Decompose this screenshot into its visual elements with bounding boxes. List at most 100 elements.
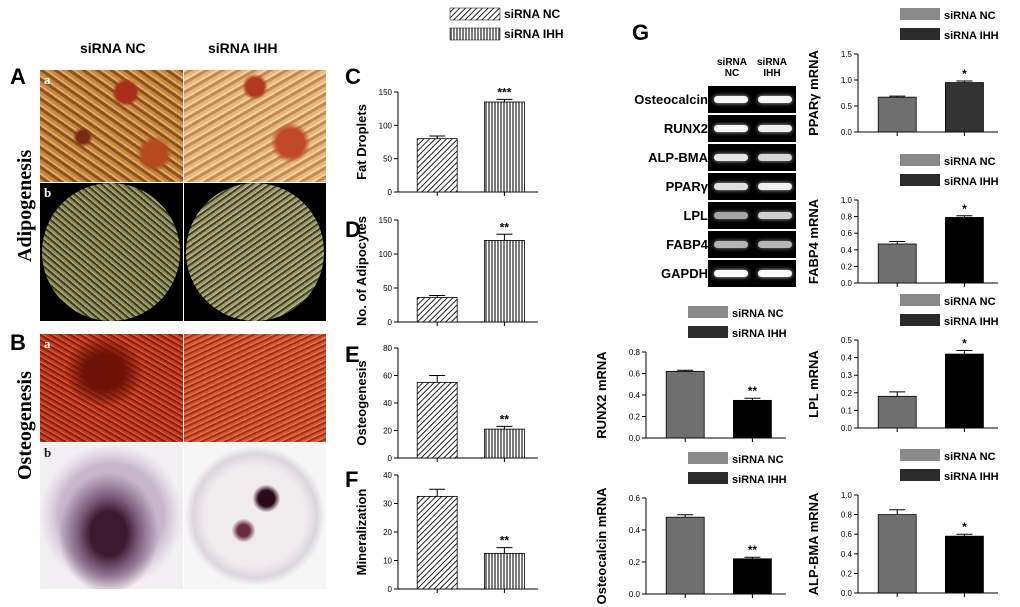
gel-band — [758, 212, 792, 219]
gel-band — [758, 96, 792, 103]
bar-ihh — [732, 399, 772, 439]
gel-lane-ihh: siRNA IHH — [756, 57, 787, 79]
gel-band — [714, 241, 748, 248]
adipo-dish-ihh-photo — [184, 183, 326, 321]
y-tick-label: 0.8 — [629, 348, 641, 357]
y-tick-label: 0.4 — [629, 526, 641, 535]
legend-label: siRNA NC — [732, 308, 784, 320]
legend-swatch — [900, 469, 940, 481]
chart-fabp4-mrna: 0.0 0.2 0.4 0.6 0.8 1.0 FABP4 mRNA * siRNA NC siR… — [806, 154, 999, 288]
sub-label-a: a — [44, 72, 51, 87]
gel-band — [758, 183, 792, 190]
panel-letter-a: A — [10, 64, 26, 89]
y-tick-label: 50 — [383, 155, 392, 164]
gel-gene-label: ALP-BMA — [648, 150, 708, 165]
gel-band — [714, 154, 748, 161]
y-tick-label: 1.0 — [841, 491, 853, 500]
gel-band — [714, 270, 748, 277]
y-tick-label: 0.6 — [841, 229, 853, 238]
y-tick-label: 0 — [388, 318, 393, 327]
chart-lpl-mrna: 0.0 0.1 0.2 0.3 0.4 0.5 LPL mRNA * siRNA NC siRNA… — [806, 294, 999, 433]
y-axis-label: PPARγ mRNA — [806, 50, 821, 136]
gel-lane-box — [708, 144, 796, 171]
sub-label-a: a — [44, 336, 51, 351]
gel-band — [758, 154, 792, 161]
gel-band — [714, 125, 748, 132]
bar-ihh — [944, 217, 984, 284]
legend-swatch — [688, 326, 728, 338]
y-axis-label: Fat Droplets — [354, 104, 369, 180]
significance-mark: ** — [748, 384, 758, 398]
y-tick-label: 30 — [383, 500, 392, 509]
gel-lane-nc: siRNA NC — [716, 57, 747, 79]
bar-nc — [877, 395, 917, 429]
panel-letter-e: E — [345, 342, 360, 367]
chart-pparg-mrna: 0.0 0.5 1.0 1.5 PPARγ mRNA * siRNA NC siRNA IHH — [806, 8, 999, 137]
gel-lane-box — [708, 231, 796, 258]
legend-swatch — [900, 8, 940, 20]
y-tick-label: 0.0 — [841, 128, 853, 137]
y-axis-label: No. of Adipocytes — [354, 216, 369, 326]
bar-nc — [877, 243, 917, 284]
dish-circle — [186, 183, 324, 321]
y-tick-label: 0.6 — [629, 494, 641, 503]
bar-nc — [416, 495, 458, 590]
legend-label: siRNA IHH — [732, 328, 787, 340]
legend-label: siRNA IHH — [944, 176, 999, 188]
legend-label: siRNA NC — [732, 454, 784, 466]
gel-gene-label: RUNX2 — [663, 121, 708, 136]
gel-lane-box — [708, 115, 796, 142]
y-tick-label: 0.0 — [629, 434, 641, 443]
chart-fat-droplets: 0 50 100 150 Fat Droplets *** — [354, 85, 538, 197]
bar-ihh — [483, 552, 525, 590]
y-axis-label: Mineralization — [354, 489, 369, 576]
legend-label: siRNA IHH — [944, 30, 999, 42]
y-tick-label: 0.4 — [841, 354, 853, 363]
bar-ihh — [483, 101, 525, 193]
osteogenesis-label: Osteogenesis — [14, 371, 36, 480]
gel-band — [758, 241, 792, 248]
y-tick-label: 0.2 — [841, 569, 853, 578]
gel-band — [758, 270, 792, 277]
panel-letter-b: B — [10, 330, 26, 355]
legend-swatch-nc — [449, 7, 501, 21]
y-axis-label: FABP4 mRNA — [806, 198, 821, 284]
y-tick-label: 10 — [383, 557, 392, 566]
y-tick-label: 50 — [383, 284, 392, 293]
osteo-alp-nc-photo: b — [40, 443, 183, 589]
y-tick-label: 0.0 — [841, 424, 853, 433]
legend-label: siRNA IHH — [732, 474, 787, 486]
y-tick-label: 0.1 — [841, 406, 853, 415]
y-tick-label: 40 — [383, 399, 392, 408]
legend-swatch — [688, 452, 728, 464]
y-tick-label: 40 — [383, 471, 392, 480]
bar-ihh — [483, 240, 525, 323]
y-tick-label: 0.0 — [841, 279, 853, 288]
y-tick-label: 0.0 — [629, 590, 641, 599]
bar-nc — [416, 138, 458, 193]
legend-label-nc: siRNA NC — [504, 7, 561, 21]
bar-ihh — [944, 82, 984, 133]
bar-nc — [877, 514, 917, 594]
sub-label-b: b — [44, 185, 52, 200]
panel-letter-d: D — [345, 217, 361, 242]
legend-swatch — [900, 314, 940, 326]
legend-swatch — [688, 306, 728, 318]
panel-letter-c: C — [345, 64, 361, 89]
legend-swatch — [900, 294, 940, 306]
y-tick-label: 0.8 — [841, 213, 853, 222]
y-tick-label: 0.5 — [841, 336, 853, 345]
chart-alp-bma-mrna: 0.0 0.2 0.4 0.6 0.8 1.0 ALP-BMA mRNA * siRNA NC s… — [806, 449, 999, 598]
panel-letter-g: G — [632, 20, 650, 45]
gel-band — [714, 96, 748, 103]
legend-label: siRNA NC — [944, 156, 996, 168]
y-axis-label: Osteogenesis — [354, 360, 369, 445]
y-tick-label: 1.0 — [841, 76, 853, 85]
gel-band — [714, 183, 748, 190]
gel-gene-label: LPL — [683, 208, 708, 223]
y-tick-label: 0.6 — [841, 530, 853, 539]
significance-mark: ** — [500, 220, 510, 234]
significance-mark: *** — [497, 85, 511, 99]
y-tick-label: 0.2 — [841, 389, 853, 398]
y-axis-label: Osteocalcin mRNA — [594, 487, 609, 604]
